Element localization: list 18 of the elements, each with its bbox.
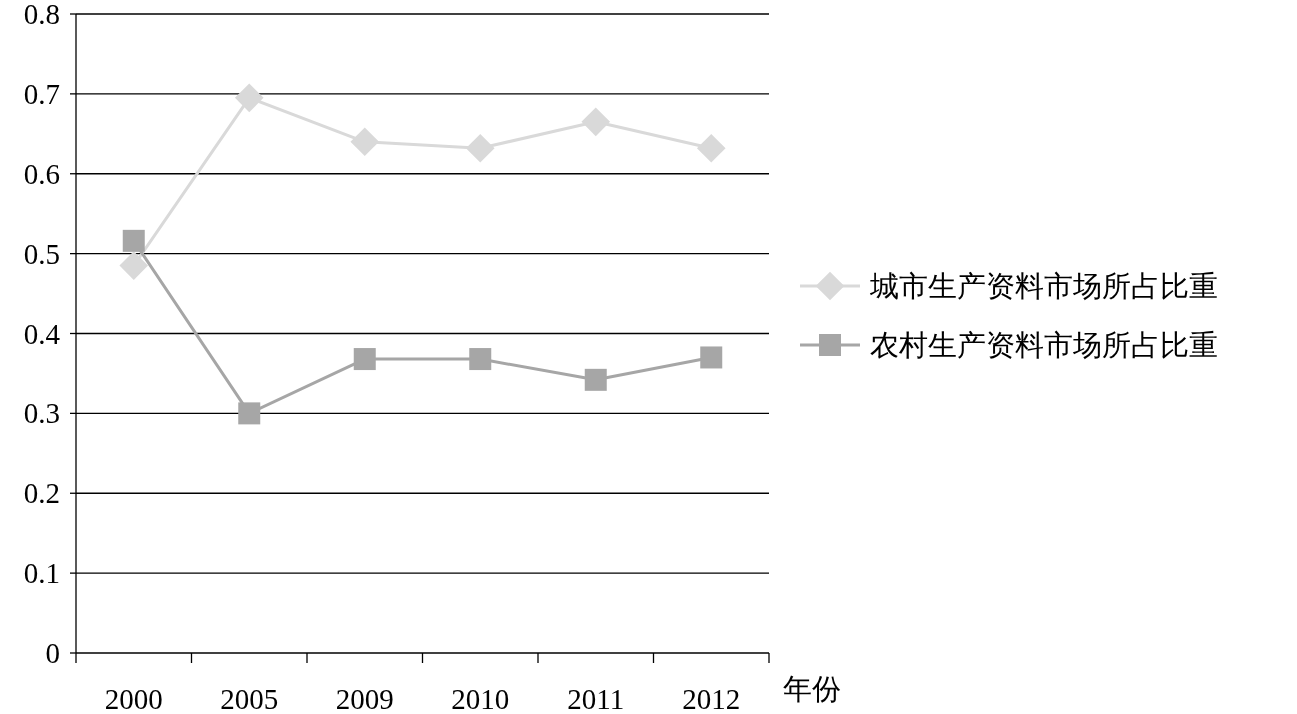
legend-label: 城市生产资料市场所占比重 xyxy=(870,270,1218,302)
x-tick-label: 2009 xyxy=(335,683,394,714)
x-tick-label: 2000 xyxy=(104,683,163,714)
x-axis-title: 年份 xyxy=(783,673,841,705)
y-tick-label: 0.3 xyxy=(23,397,60,430)
y-tick-label: 0.8 xyxy=(23,0,60,30)
x-tick-label: 2011 xyxy=(567,683,625,714)
x-tick-label: 2010 xyxy=(451,683,510,714)
y-tick-label: 0.2 xyxy=(23,477,60,510)
y-tick-label: 0.6 xyxy=(23,157,60,190)
x-tick-label: 2012 xyxy=(682,683,741,714)
y-tick-label: 0.7 xyxy=(23,77,60,110)
y-tick-label: 0.4 xyxy=(23,317,60,350)
legend-label: 农村生产资料市场所占比重 xyxy=(870,329,1218,361)
x-tick-label: 2005 xyxy=(220,683,279,714)
y-tick-label: 0 xyxy=(45,637,60,669)
y-tick-label: 0.1 xyxy=(23,557,60,590)
y-tick-label: 0.5 xyxy=(23,237,60,270)
